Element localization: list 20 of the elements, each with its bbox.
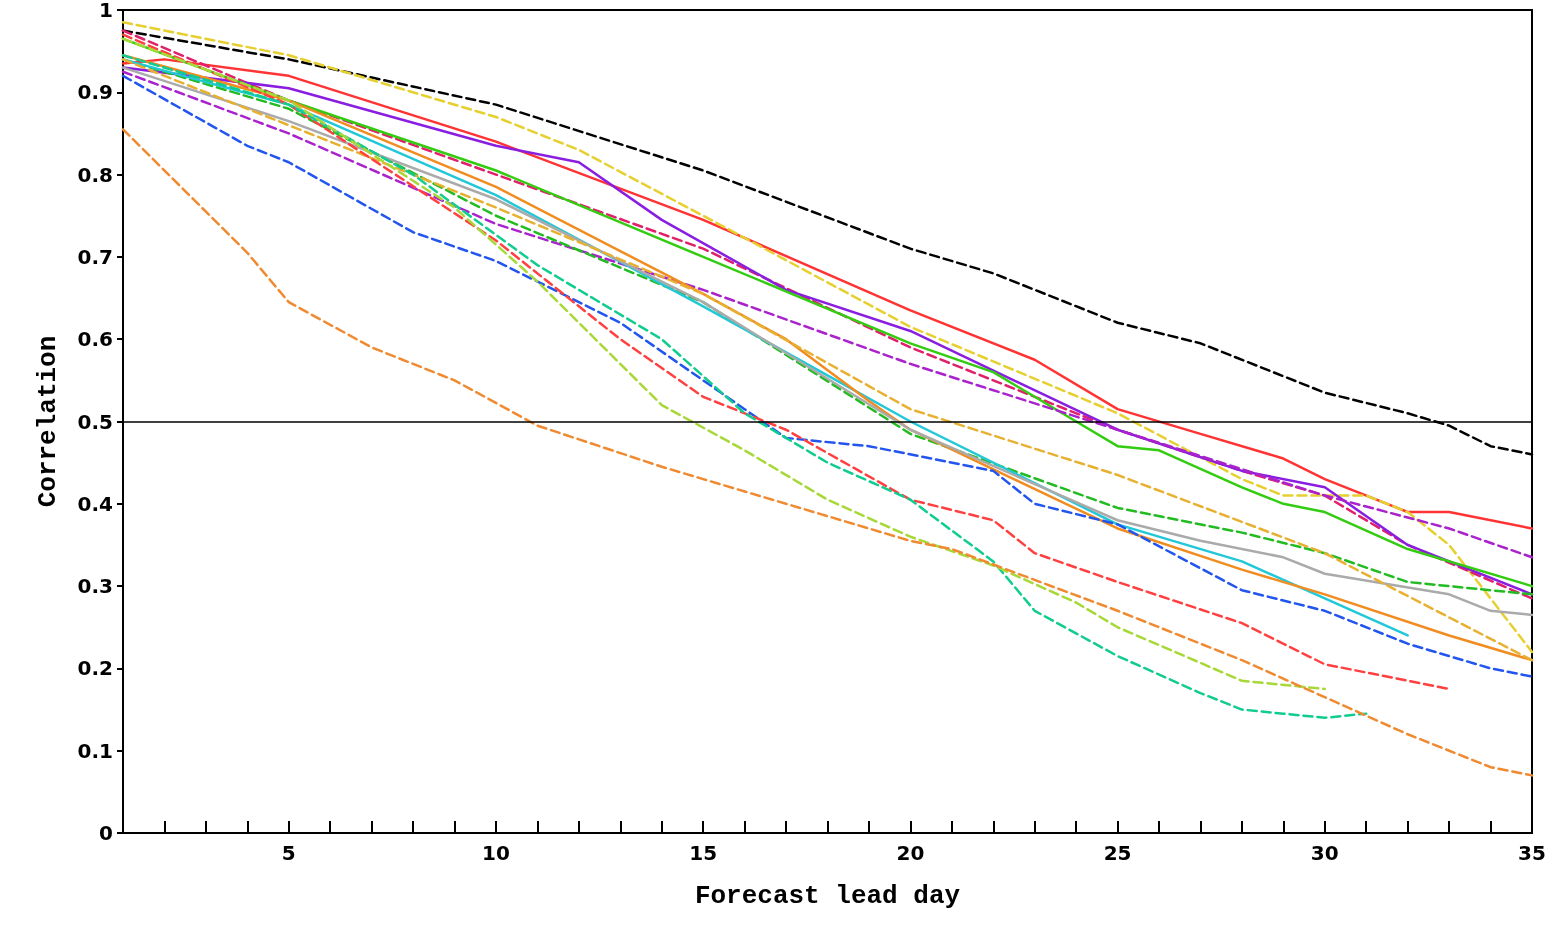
y-tick-label: 0.6 [77,327,113,352]
y-tick-label: 0.7 [77,244,113,269]
y-tick-label: 0 [99,821,113,845]
y-tick-label: 0.5 [77,409,113,434]
x-tick-label: 30 [1310,841,1339,865]
y-tick-label: 0.2 [77,656,113,681]
y-axis-title: Correlation [33,335,63,508]
y-tick-label: 0.4 [77,491,113,516]
x-tick-label: 20 [896,841,925,865]
x-tick-label: 10 [482,841,510,865]
y-tick-label: 0.1 [77,738,113,763]
x-tick-label: 15 [689,841,718,865]
y-tick-label: 0.9 [77,80,113,105]
y-tick-label: 1 [99,0,113,22]
x-tick-label: 5 [281,841,296,865]
y-tick-label: 0.3 [77,574,113,599]
x-axis-title: Forecast lead day [694,881,961,911]
x-tick-label: 35 [1518,841,1546,865]
x-tick-label: 25 [1103,841,1132,865]
y-tick-label: 0.8 [77,162,113,187]
